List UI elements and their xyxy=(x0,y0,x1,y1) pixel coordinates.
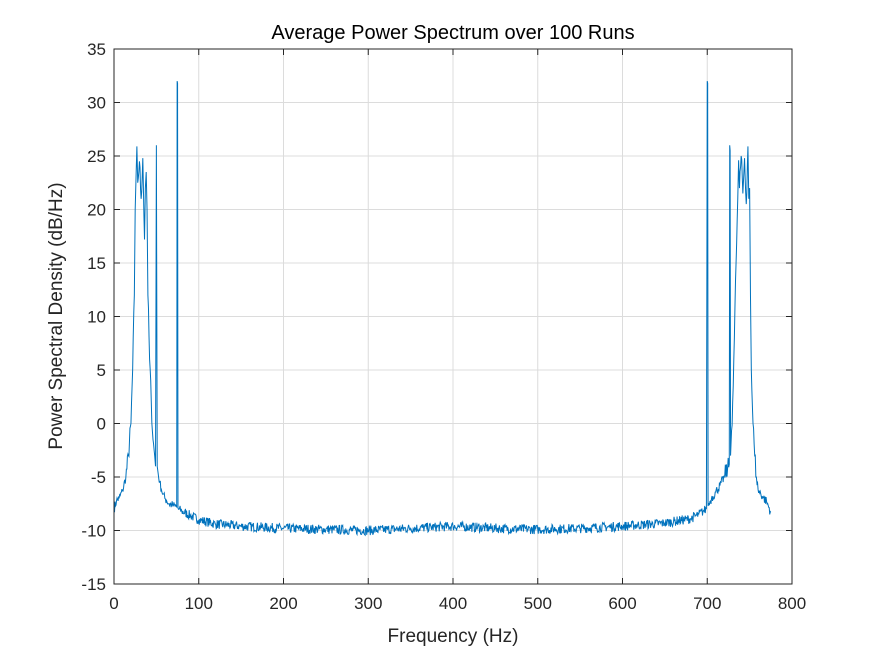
ticks xyxy=(113,48,793,585)
y-tick-label: 5 xyxy=(97,361,106,380)
y-tick-label: 20 xyxy=(87,201,106,220)
x-axis-label: Frequency (Hz) xyxy=(388,626,519,647)
x-tick-label: 500 xyxy=(524,594,552,613)
series-line xyxy=(114,81,772,537)
x-tick-labels: 0 100 200 300 400 500 600 700 800 xyxy=(109,594,806,613)
y-tick-label: -10 xyxy=(81,522,106,541)
y-tick-label: -15 xyxy=(81,575,106,594)
x-tick-label: 300 xyxy=(354,594,382,613)
y-tick-label: 35 xyxy=(87,40,106,59)
x-tick-label: 700 xyxy=(693,594,721,613)
y-tick-label: 10 xyxy=(87,308,106,327)
y-tick-label: 30 xyxy=(87,94,106,113)
x-tick-label: 400 xyxy=(439,594,467,613)
y-tick-label: -5 xyxy=(91,468,106,487)
y-tick-label: 15 xyxy=(87,254,106,273)
x-tick-label: 800 xyxy=(778,594,806,613)
y-axis-label: Power Spectral Density (dB/Hz) xyxy=(46,182,67,449)
x-tick-label: 0 xyxy=(109,594,118,613)
x-tick-label: 600 xyxy=(608,594,636,613)
y-tick-label: 25 xyxy=(87,147,106,166)
plot-lines xyxy=(114,81,772,537)
x-tick-label: 200 xyxy=(269,594,297,613)
y-tick-labels: -15 -10 -5 0 5 10 15 20 25 30 35 xyxy=(81,40,106,594)
x-tick-label: 100 xyxy=(185,594,213,613)
y-tick-label: 0 xyxy=(97,415,106,434)
chart-title: Average Power Spectrum over 100 Runs xyxy=(271,22,634,44)
